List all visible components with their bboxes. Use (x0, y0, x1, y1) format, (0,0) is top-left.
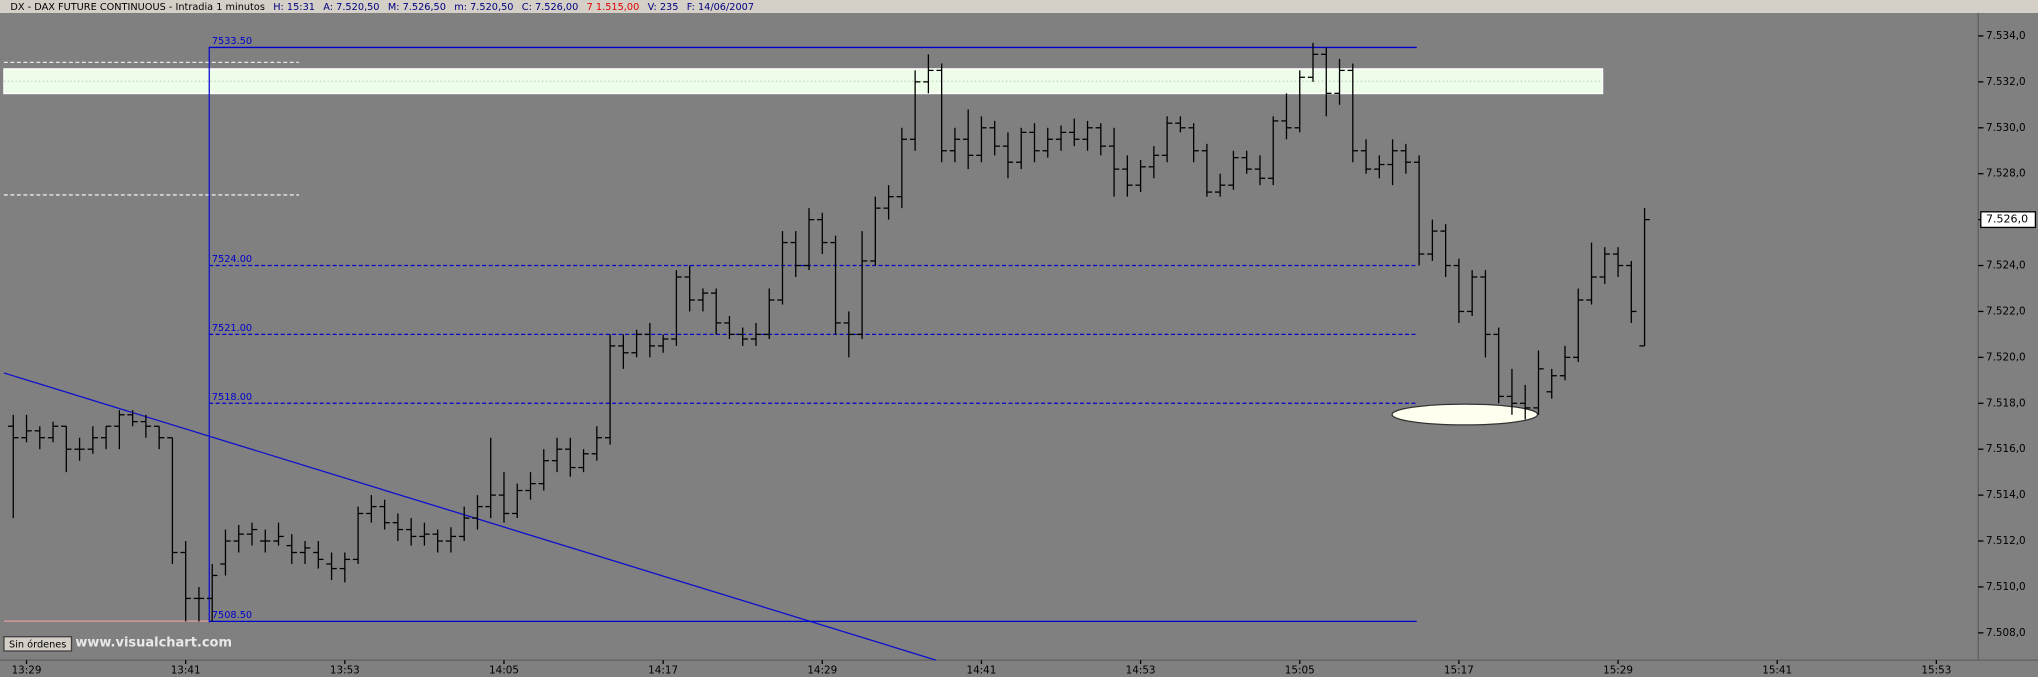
x-tick-label: 15:41 (1762, 665, 1792, 677)
x-tick-label: 13:29 (12, 665, 42, 677)
y-tick-label: 7.508,0 (1986, 627, 2026, 639)
header-field: V: 235 (648, 2, 679, 13)
x-tick-label: 14:17 (648, 665, 678, 677)
x-tick-label: 13:53 (330, 665, 360, 677)
watermark: www.visualchart.com (75, 636, 232, 651)
header-title: DX - DAX FUTURE CONTINUOUS - Intradia 1 … (10, 2, 265, 13)
header-field: 7 1.515,00 (587, 2, 640, 13)
orders-button-label[interactable]: Sin órdenes (9, 639, 66, 651)
highlight-ellipse (1391, 403, 1539, 426)
level-label: 7518.00 (212, 392, 252, 403)
y-tick-label: 7.524,0 (1986, 260, 2026, 272)
trend-line (3, 372, 937, 661)
x-tick-label: 15:29 (1603, 665, 1633, 677)
x-tick-label: 14:41 (966, 665, 996, 677)
header-field: m: 7.520,50 (454, 2, 513, 13)
x-tick-label: 15:05 (1285, 665, 1315, 677)
header-field: M: 7.526,50 (388, 2, 446, 13)
header-field: F: 14/06/2007 (687, 2, 754, 13)
y-tick-label: 7.522,0 (1986, 305, 2026, 317)
y-tick-label: 7.510,0 (1986, 581, 2026, 593)
x-tick-label: 15:53 (1921, 665, 1951, 677)
x-tick-label: 13:41 (171, 665, 201, 677)
x-tick-label: 14:29 (807, 665, 837, 677)
x-tick-label: 14:05 (489, 665, 519, 677)
header-bar (0, 0, 2038, 13)
level-label: 7533.50 (212, 36, 252, 47)
level-label: 7521.00 (212, 323, 252, 334)
header-field: C: 7.526,00 (522, 2, 579, 13)
last-price-label: 7.526,0 (1986, 213, 2028, 226)
last-price-box (1980, 211, 2037, 229)
plot: 7.508,0 7.510,0 7.512,0 7.514,0 7.516,0 7.518… (8, 30, 2037, 677)
y-tick-label: 7.532,0 (1986, 76, 2026, 88)
header-field: A: 7.520,50 (323, 2, 379, 13)
header-field: H: 15:31 (273, 2, 315, 13)
header: DX - DAX FUTURE CONTINUOUS - Intradia 1 … (10, 2, 754, 13)
y-tick-label: 7.518,0 (1986, 397, 2026, 409)
y-tick-label: 7.512,0 (1986, 535, 2026, 547)
x-tick-label: 15:17 (1444, 665, 1474, 677)
y-tick-label: 7.520,0 (1986, 351, 2026, 363)
level-label: 7524.00 (212, 254, 252, 265)
orders-button[interactable] (3, 636, 73, 652)
y-tick-label: 7.528,0 (1986, 168, 2026, 180)
y-tick-label: 7.514,0 (1986, 489, 2026, 501)
y-tick-label: 7.530,0 (1986, 122, 2026, 134)
x-tick-label: 14:53 (1126, 665, 1156, 677)
y-tick-label: 7.516,0 (1986, 443, 2026, 455)
level-label: 7508.50 (212, 610, 252, 621)
y-tick-label: 7.534,0 (1986, 30, 2026, 42)
